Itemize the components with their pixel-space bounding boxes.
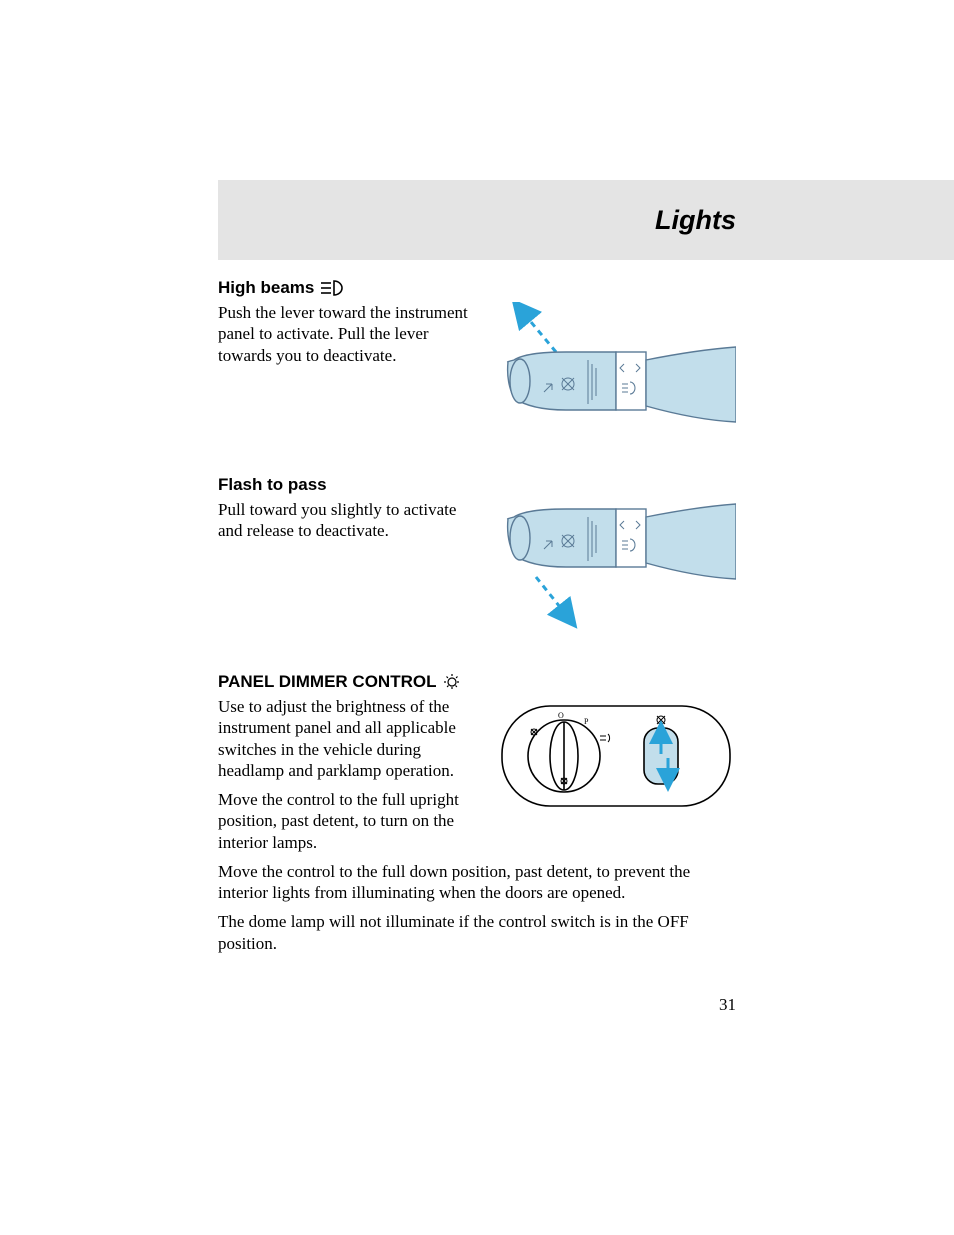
- flash-to-pass-figure: [496, 499, 736, 644]
- flash-to-pass-body: Pull toward you slightly to activate and…: [218, 499, 476, 542]
- panel-dimmer-heading-text: PANEL DIMMER CONTROL: [218, 672, 436, 692]
- lever-stalk-icon: [508, 504, 736, 579]
- page-content: High beams Push the lever toward the ins…: [218, 278, 736, 962]
- flash-to-pass-heading-text: Flash to pass: [218, 475, 327, 495]
- page-number: 31: [719, 995, 736, 1015]
- high-beams-figure: [496, 302, 736, 447]
- page-title: Lights: [655, 205, 736, 236]
- panel-dimmer-body2: Move the control to the full upright pos…: [218, 789, 476, 853]
- pull-arrow-icon: [536, 577, 568, 617]
- high-beams-heading: High beams: [218, 278, 736, 298]
- panel-dimmer-body4: The dome lamp will not illuminate if the…: [218, 911, 736, 954]
- svg-text:O: O: [558, 711, 564, 720]
- high-beam-icon: [320, 279, 352, 297]
- panel-dimmer-heading: PANEL DIMMER CONTROL: [218, 672, 736, 692]
- panel-dimmer-body3: Move the control to the full down positi…: [218, 861, 736, 904]
- header-band: Lights: [218, 180, 954, 260]
- dimmer-icon: [442, 672, 462, 692]
- high-beams-heading-text: High beams: [218, 278, 314, 298]
- high-beams-body: Push the lever toward the instrument pan…: [218, 302, 476, 366]
- panel-dimmer-body1: Use to adjust the brightness of the inst…: [218, 696, 476, 781]
- svg-text:P: P: [584, 717, 589, 726]
- dimmer-panel-icon: O P: [502, 706, 730, 806]
- panel-dimmer-figure: O P: [496, 696, 736, 821]
- flash-to-pass-heading: Flash to pass: [218, 475, 736, 495]
- lever-stalk-icon: [508, 347, 736, 422]
- push-arrow-icon: [521, 310, 556, 352]
